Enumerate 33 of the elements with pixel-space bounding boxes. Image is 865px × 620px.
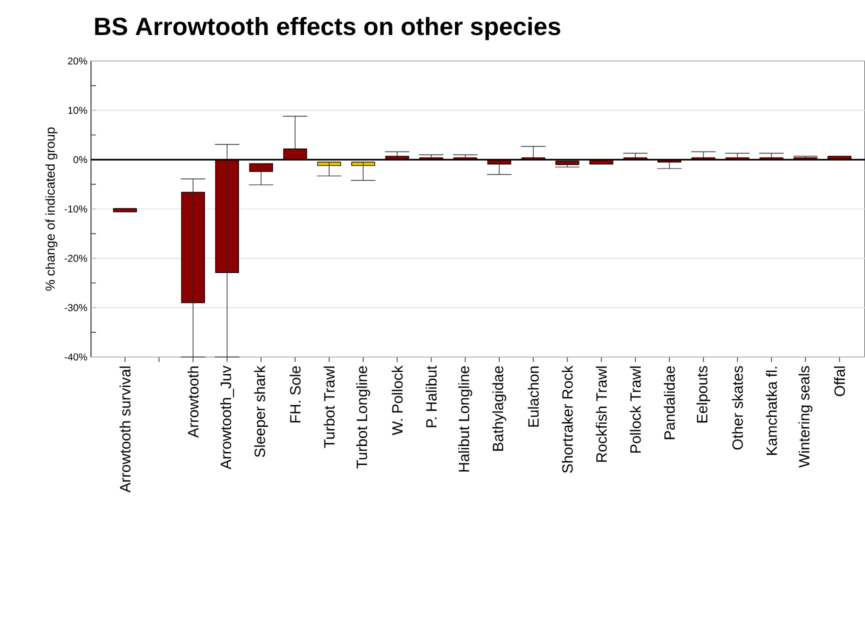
x-tick-label: Arrowtooth survival <box>120 366 131 493</box>
x-tick-label: Other skates <box>732 366 743 450</box>
y-tick-label: 20% <box>68 57 88 65</box>
x-tick-label: FH. Sole <box>290 366 301 422</box>
bar <box>181 192 205 304</box>
y-tick-label: -20% <box>64 254 88 262</box>
y-tick-label: 0% <box>73 156 88 164</box>
y-tick-label: 10% <box>68 106 88 114</box>
x-tick-label: Sleeper shark <box>254 366 268 458</box>
x-tick-label: Rockfish Trawl <box>596 366 607 462</box>
x-tick-label: Arrowtooth <box>188 366 199 438</box>
x-tick-label: Eelpouts <box>696 366 710 422</box>
x-tick-label: W. Pollock <box>392 366 403 436</box>
x-tick-label: Eulachon <box>528 366 539 427</box>
x-tick-label: P. Halibut <box>426 366 437 428</box>
x-tick-label: Kamchatka fl. <box>766 366 777 455</box>
x-tick-label: Pandalidae <box>664 366 675 440</box>
x-tick-label: Turbot Trawl <box>324 366 335 448</box>
y-tick-label: -10% <box>64 205 88 213</box>
x-tick-label: Offal <box>834 366 845 396</box>
x-tick-label: Arrowtooth_Juv <box>220 366 234 470</box>
x-tick-label: Halibut Longline <box>458 366 472 472</box>
chart-title: BS Arrowtooth effects on other species <box>95 16 560 40</box>
y-tick-label: -30% <box>64 304 88 312</box>
x-tick-label: Turbot Longline <box>356 366 370 468</box>
x-tick-label: Pollock Trawl <box>630 366 641 453</box>
bar <box>113 208 137 212</box>
x-tick-label: Shortraker Rock <box>562 366 573 473</box>
x-tick-label: Bathylagidae <box>492 366 506 451</box>
y-axis-title: % change of indicated group <box>45 128 58 291</box>
bar <box>249 163 274 172</box>
y-tick-label: -40% <box>64 353 88 361</box>
x-tick-label: Wintering seals <box>798 366 812 468</box>
